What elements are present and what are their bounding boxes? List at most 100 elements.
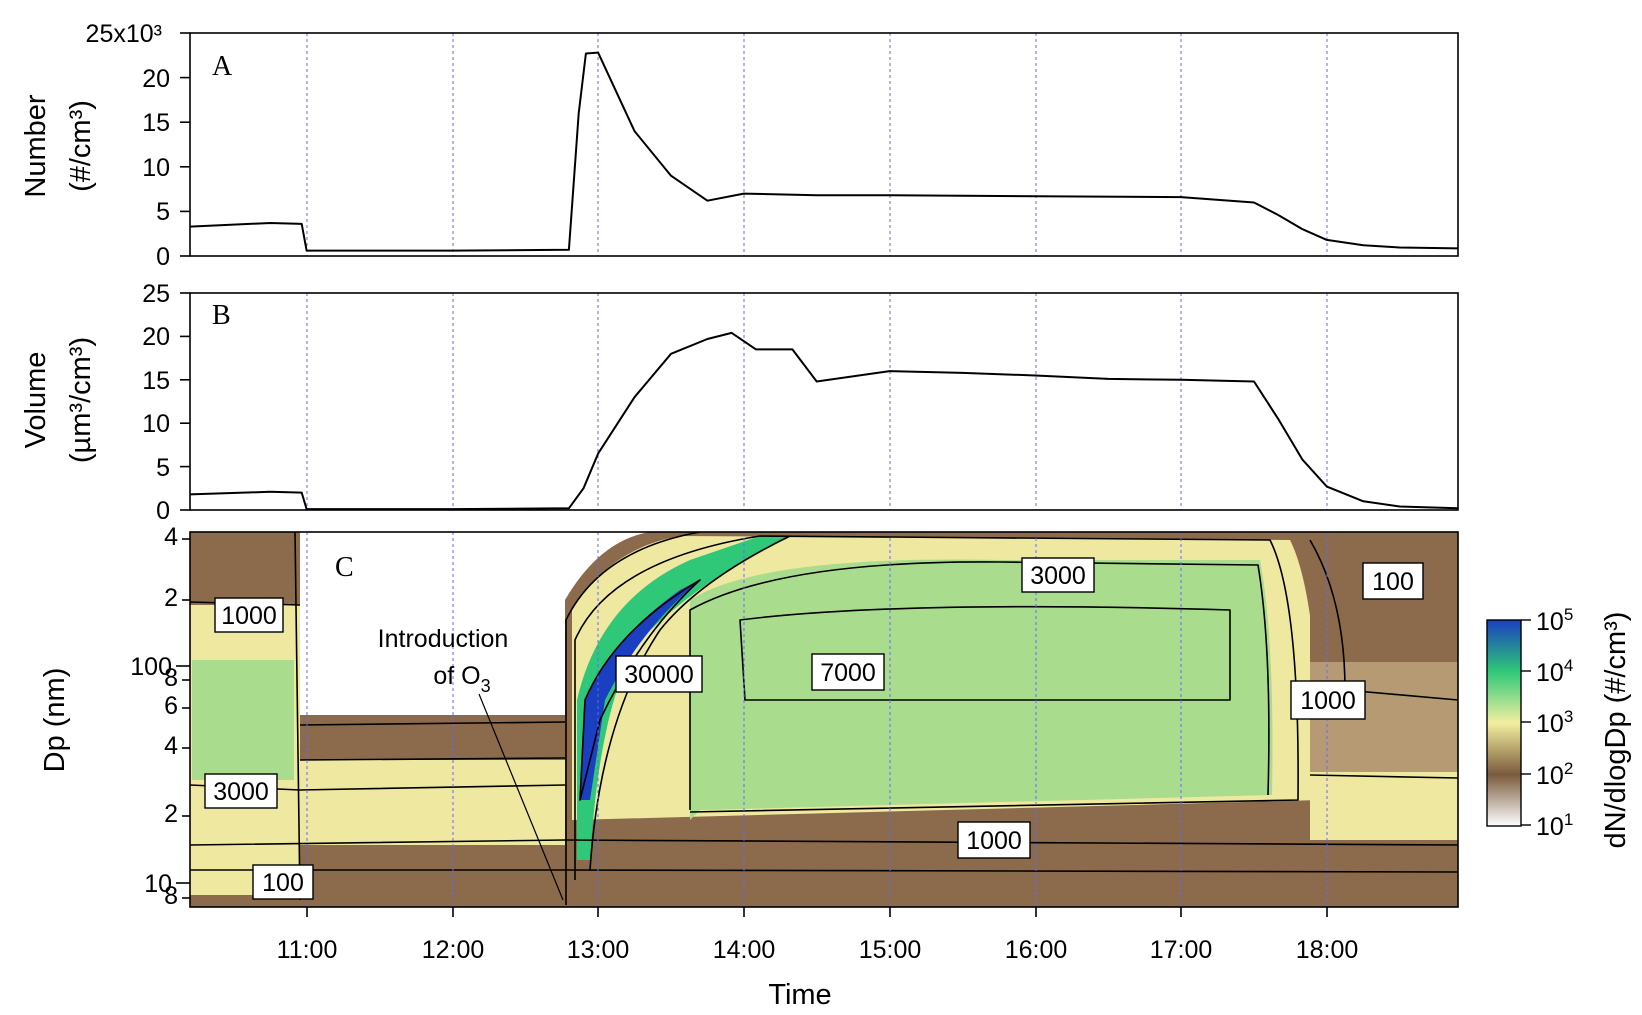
contour-label-box — [252, 864, 314, 900]
panel-b-y-ticks: 0 5 10 15 20 25 — [142, 280, 190, 525]
colorbar: 105 104 103 102 101 dN/dlogDp (#/cm³) — [1486, 605, 1632, 849]
y-tick-label: 4 — [164, 523, 178, 551]
annotation-pointer — [478, 693, 564, 901]
contour-line — [294, 532, 301, 901]
contour-label-box — [1290, 680, 1366, 720]
contour-label: 3000 — [213, 778, 269, 806]
contour-label: 100 — [1372, 568, 1414, 596]
contour-line — [299, 757, 566, 761]
panel-c-contour-labels: 1000 3000 100 30000 7000 3000 1000 100 1… — [204, 557, 1424, 900]
colorbar-tick-label: 101 — [1536, 810, 1573, 841]
contour-line — [589, 535, 791, 871]
heatmap-region-bright-green — [577, 536, 790, 860]
y-tick-label: 8 — [164, 664, 178, 692]
x-tick-label: 13:00 — [567, 936, 630, 964]
y-tick-label: 20 — [142, 65, 170, 93]
x-tick-label: 15:00 — [859, 936, 922, 964]
panel-a-ylabel-line1: Number — [20, 94, 52, 197]
y-tick-label: 15 — [142, 109, 170, 137]
contour-label-box — [214, 597, 284, 633]
contour-label: 100 — [262, 869, 304, 897]
panel-b-volume-line — [189, 331, 1459, 511]
y-tick-label: 10 — [142, 154, 170, 182]
heatmap-region-early-green — [192, 660, 294, 780]
colorbar-tick-label: 104 — [1536, 656, 1573, 687]
panel-c-ylabel: Dp (nm) — [39, 668, 71, 773]
contour-label: 30000 — [624, 661, 694, 689]
panel-a-frame — [189, 32, 1459, 257]
panel-c-heatmap — [190, 532, 1458, 907]
y-tick-label: 5 — [156, 454, 170, 482]
panel-a-number-line — [189, 51, 1459, 252]
contour-label: 3000 — [1030, 562, 1086, 590]
contour-line — [689, 561, 1270, 810]
x-tick-label: 17:00 — [1150, 936, 1213, 964]
heatmap-band-small-mode — [190, 840, 1458, 907]
y-tick-label: 0 — [156, 243, 170, 271]
panel-a-y-ticks: 0 5 10 15 20 25x10³ — [86, 20, 190, 271]
y-tick-label: 4 — [164, 732, 178, 760]
heatmap-region-late-yellow — [1310, 772, 1458, 840]
contour-line — [565, 532, 701, 905]
contour-line — [299, 721, 566, 726]
y-tick-label: 8 — [164, 882, 178, 910]
colorbar-tick-label: 105 — [1536, 605, 1573, 636]
panel-a: 0 5 10 15 20 25x10³ A Number (#/cm³) — [20, 20, 1459, 271]
x-tick-label: 18:00 — [1296, 936, 1359, 964]
y-tick-label: 15 — [142, 367, 170, 395]
y-tick-label: 2 — [164, 584, 178, 612]
heatmap-region-green — [690, 559, 1273, 820]
panel-b-letter: B — [212, 300, 231, 331]
contour-label: 7000 — [820, 659, 876, 687]
y-tick-label: 100 — [130, 653, 172, 681]
panel-a-letter: A — [212, 51, 233, 82]
contour-label-box — [1021, 557, 1095, 593]
colorbar-tick-label: 102 — [1536, 759, 1573, 790]
heatmap-region-nucleation-yellow — [300, 760, 565, 845]
y-tick-label: 6 — [164, 692, 178, 720]
annotation-line1: Introduction — [378, 625, 509, 653]
contour-line — [1309, 774, 1458, 779]
contour-label: 1000 — [221, 602, 277, 630]
panel-b-gridlines — [306, 293, 1328, 510]
panel-c-x-ticks: 11:00 12:00 13:00 14:00 15:00 16:00 17:0… — [277, 907, 1359, 964]
colorbar-tick-label: 103 — [1536, 707, 1573, 738]
contour-label-box — [811, 653, 885, 691]
colorbar-label: dN/dlogDp (#/cm³) — [1600, 612, 1632, 849]
y-tick-label: 5 — [156, 198, 170, 226]
y-tick-label: 10 — [142, 410, 170, 438]
y-tick-label: 25x10³ — [86, 20, 162, 48]
x-axis-label: Time — [768, 979, 831, 1011]
x-tick-label: 16:00 — [1005, 936, 1068, 964]
contour-label-box — [957, 821, 1031, 859]
panel-c: 1000 3000 100 30000 7000 3000 1000 100 1… — [39, 523, 1459, 1011]
y-tick-label: 10 — [144, 870, 172, 898]
panel-a-gridlines — [306, 33, 1328, 256]
x-tick-label: 12:00 — [422, 936, 485, 964]
y-tick-label: 20 — [142, 323, 170, 351]
contour-line — [739, 605, 1231, 701]
contour-label-box — [1362, 562, 1424, 600]
panel-c-letter: C — [335, 552, 354, 583]
x-tick-label: 11:00 — [277, 936, 338, 964]
y-tick-label: 2 — [164, 800, 178, 828]
panel-c-y-ticks: 8 10 2 4 6 8 100 2 4 — [130, 523, 190, 910]
contour-label: 1000 — [1300, 687, 1356, 715]
y-tick-label: 0 — [156, 497, 170, 525]
contour-label-box — [615, 655, 703, 693]
panel-b-ylabel-line1: Volume — [20, 352, 52, 449]
x-tick-label: 14:00 — [713, 936, 776, 964]
annotation-line2: of O3 — [433, 662, 490, 696]
contour-line — [190, 869, 1458, 873]
colorbar-gradient — [1486, 619, 1522, 827]
y-tick-label: 25 — [142, 280, 170, 308]
contour-label-box — [204, 773, 278, 809]
panel-b-ylabel-line2: (µm³/cm³) — [65, 337, 97, 463]
ozone-annotation: Introduction of O3 — [378, 625, 564, 901]
panel-a-ylabel-line2: (#/cm³) — [65, 100, 97, 192]
panel-b-frame — [189, 292, 1459, 511]
panel-c-frame — [189, 531, 1459, 908]
panel-b: 0 5 10 15 20 25 B Volume (µm³/cm³) — [20, 280, 1459, 525]
panel-c-gridlines — [306, 532, 1328, 907]
